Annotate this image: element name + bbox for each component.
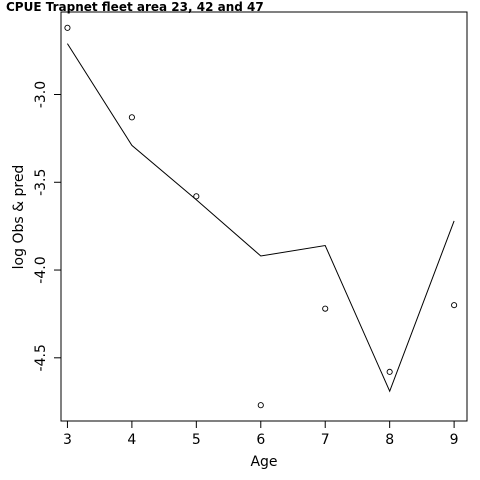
predicted-line-path [66,43,455,393]
observed-point [257,402,264,409]
x-axis: 3 4 5 6 7 8 9 [63,420,459,448]
y-tick-label: -3.0 [33,81,49,108]
observed-point [451,302,458,309]
y-tick-label: -4.0 [33,256,49,283]
observed-point [322,305,329,312]
observed-point [386,368,393,375]
x-tick-label: 6 [256,432,265,448]
predicted-line [66,43,455,393]
x-axis-label: Age [250,454,277,470]
observed-point [193,193,200,200]
x-tick-label: 8 [385,432,394,448]
x-tick-label: 5 [192,432,201,448]
chart-title: CPUE Trapnet fleet area 23, 42 and 47 [6,0,264,14]
y-axis-label: log Obs & pred [11,165,27,270]
observed-point [128,114,135,121]
y-tick-label: -3.5 [33,169,49,196]
y-axis: -3.0 -3.5 -4.0 -4.5 [33,81,62,371]
plot-frame [60,11,468,422]
y-tick-label: -4.5 [33,344,49,371]
x-tick-label: 4 [127,432,136,448]
x-tick-label: 7 [321,432,330,448]
observed-points [64,24,458,409]
observed-point [64,24,71,31]
x-tick-label: 9 [450,432,459,448]
x-tick-label: 3 [63,432,72,448]
